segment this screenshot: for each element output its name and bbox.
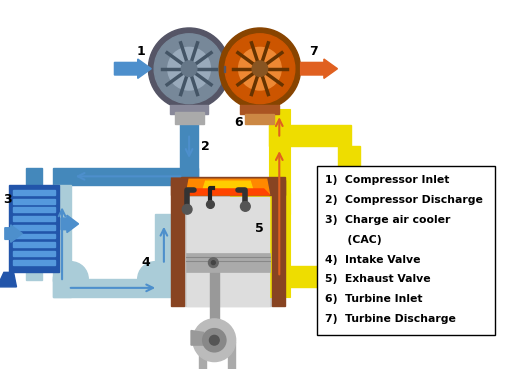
Bar	[12, 242, 55, 247]
Bar	[187, 197, 269, 306]
Bar	[12, 251, 55, 256]
Bar	[269, 110, 290, 297]
Bar	[269, 266, 365, 287]
Circle shape	[239, 47, 281, 90]
Bar	[12, 234, 55, 238]
Polygon shape	[186, 189, 269, 195]
Polygon shape	[191, 330, 204, 345]
Bar	[186, 253, 269, 272]
Bar	[230, 193, 290, 214]
Bar	[12, 225, 55, 230]
Bar	[317, 166, 495, 335]
Circle shape	[203, 328, 226, 352]
Circle shape	[225, 34, 295, 104]
Circle shape	[168, 47, 210, 90]
Bar	[9, 185, 59, 272]
Text: 7)  Turbine Discharge: 7) Turbine Discharge	[325, 314, 456, 324]
Bar	[12, 207, 55, 212]
Bar	[155, 214, 172, 279]
Bar	[12, 199, 55, 204]
Circle shape	[53, 262, 88, 297]
Circle shape	[209, 335, 219, 345]
Bar	[240, 105, 279, 114]
Bar	[338, 146, 360, 266]
Text: 1: 1	[136, 45, 145, 58]
Circle shape	[193, 319, 236, 362]
Bar	[175, 112, 204, 124]
Bar	[12, 190, 55, 195]
Bar	[170, 180, 184, 306]
Circle shape	[207, 201, 214, 208]
FancyArrow shape	[300, 59, 337, 78]
Text: 4: 4	[141, 256, 150, 269]
Circle shape	[209, 258, 218, 267]
Bar	[228, 342, 235, 369]
Text: 5: 5	[254, 222, 263, 235]
Text: 3: 3	[4, 193, 12, 206]
Bar	[53, 185, 71, 297]
Circle shape	[240, 201, 250, 211]
Text: 2: 2	[201, 140, 210, 153]
Text: 4)  Intake Valve: 4) Intake Valve	[325, 255, 421, 264]
Text: 7: 7	[309, 45, 318, 58]
Text: 1)  Compressor Inlet: 1) Compressor Inlet	[325, 175, 449, 184]
Bar	[246, 114, 275, 124]
Bar	[269, 125, 351, 146]
Bar	[26, 168, 42, 185]
Text: (CAC): (CAC)	[325, 234, 381, 244]
Circle shape	[138, 262, 172, 297]
Circle shape	[219, 28, 300, 109]
Polygon shape	[0, 272, 17, 287]
Bar	[199, 342, 206, 369]
Text: 3)  Charge air cooler: 3) Charge air cooler	[325, 214, 450, 225]
FancyArrow shape	[5, 225, 22, 242]
Polygon shape	[202, 181, 254, 194]
FancyArrow shape	[114, 59, 151, 78]
Text: 6: 6	[234, 116, 243, 129]
Text: 2)  Compressor Discharge: 2) Compressor Discharge	[325, 195, 483, 205]
Bar	[210, 262, 219, 330]
Circle shape	[211, 261, 215, 265]
Bar	[53, 168, 198, 185]
Bar	[180, 124, 198, 185]
Bar	[170, 105, 209, 114]
Circle shape	[252, 61, 268, 76]
Circle shape	[182, 204, 192, 214]
Bar	[170, 177, 285, 195]
Bar	[224, 66, 225, 72]
FancyArrow shape	[61, 215, 79, 232]
Bar	[26, 270, 42, 280]
Bar	[12, 216, 55, 221]
Text: 6)  Turbine Inlet: 6) Turbine Inlet	[325, 294, 422, 304]
Polygon shape	[186, 179, 269, 195]
Bar	[53, 279, 172, 297]
Circle shape	[154, 34, 224, 104]
Circle shape	[148, 28, 230, 109]
Text: 5)  Exhaust Valve: 5) Exhaust Valve	[325, 274, 430, 285]
Circle shape	[181, 61, 197, 76]
Bar	[184, 195, 271, 306]
Bar	[12, 260, 55, 265]
Bar	[271, 180, 285, 306]
